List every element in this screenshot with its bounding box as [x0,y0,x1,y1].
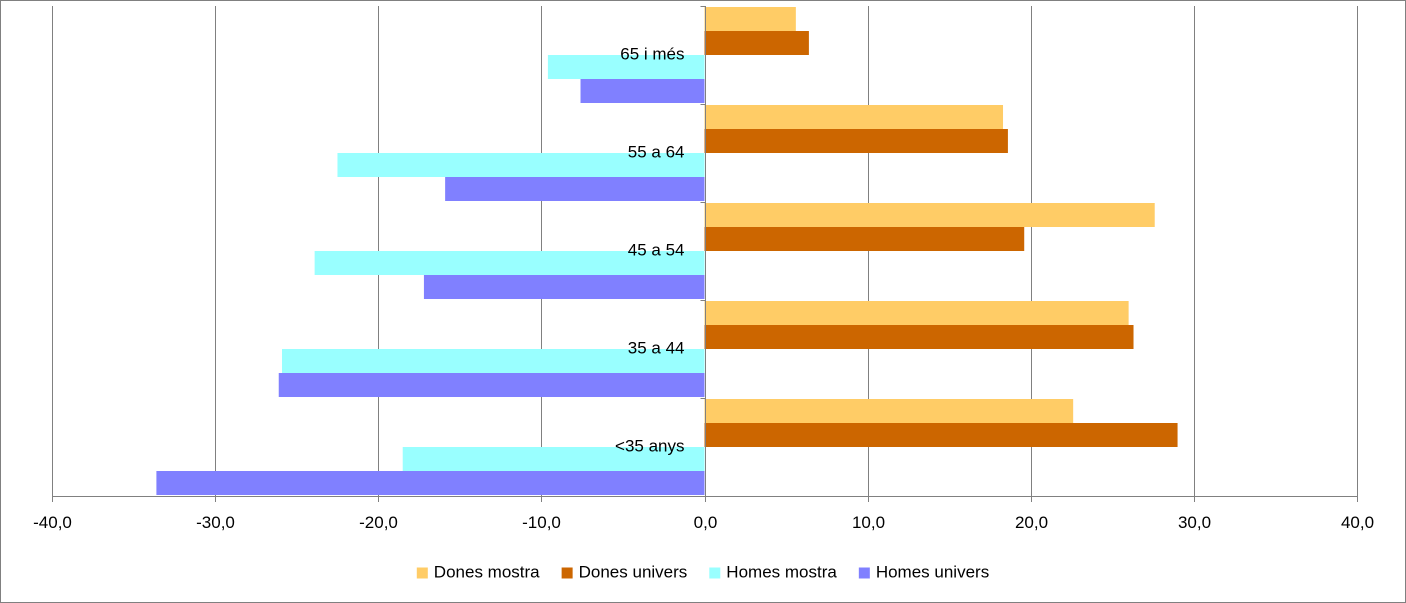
x-tick-label: 40,0 [1341,513,1374,532]
bar-homes-univers [580,79,705,103]
x-tick-label: 10,0 [852,513,885,532]
legend-item: Homes univers [858,562,989,581]
bar-dones-mostra [704,105,1004,129]
x-tick-label: 30,0 [1178,513,1211,532]
bar-homes-mostra [547,55,705,79]
category-label: 55 a 64 [628,142,685,161]
bar-homes-univers [278,373,705,397]
bar-dones-univers [704,325,1134,349]
legend-label: Dones mostra [434,562,540,581]
legend: Dones mostra Dones univers Homes mostra Hom… [416,562,989,581]
bar-dones-mostra [704,203,1155,227]
legend-label: Dones univers [579,562,688,581]
bar-homes-univers [156,471,705,495]
bar-homes-univers [445,177,705,201]
bar-dones-univers [704,423,1178,447]
legend-item: Dones univers [561,562,688,581]
x-tick-label: -40,0 [33,513,72,532]
category-label: 65 i més [620,44,684,63]
bar-dones-mostra [704,301,1129,325]
x-tick-label: -20,0 [359,513,398,532]
legend-swatch [416,567,428,579]
legend-swatch [709,567,721,579]
x-tick-label: -10,0 [522,513,561,532]
bar-dones-univers [704,31,809,55]
x-tick-label: -30,0 [196,513,235,532]
x-tick-label: 0,0 [694,513,718,532]
bar-homes-mostra [337,153,705,177]
bar-homes-mostra [314,251,705,275]
category-labels: 65 i més 55 a 64 45 a 54 35 a 44 <35 anys [615,44,684,455]
category-label: 35 a 44 [628,338,685,357]
x-tick-label: 20,0 [1015,513,1048,532]
legend-item: Dones mostra [416,562,540,581]
bar-dones-univers [704,227,1025,251]
bar-homes-univers [423,275,705,299]
bar-dones-univers [704,129,1008,153]
legend-label: Homes univers [876,562,989,581]
category-label: <35 anys [615,436,684,455]
x-axis: -40,0 -30,0 -20,0 -10,0 0,0 10,0 20,0 30,0 40,0 [33,6,1374,532]
legend-swatch [858,567,870,579]
legend-item: Homes mostra [709,562,837,581]
bar-dones-mostra [704,7,796,31]
bar-homes-mostra [282,349,705,373]
bar-dones-mostra [704,399,1074,423]
legend-label: Homes mostra [726,562,837,581]
bar-homes-mostra [402,447,705,471]
category-label: 45 a 54 [628,240,685,259]
bars-layer [156,7,1178,495]
legend-swatch [561,567,573,579]
